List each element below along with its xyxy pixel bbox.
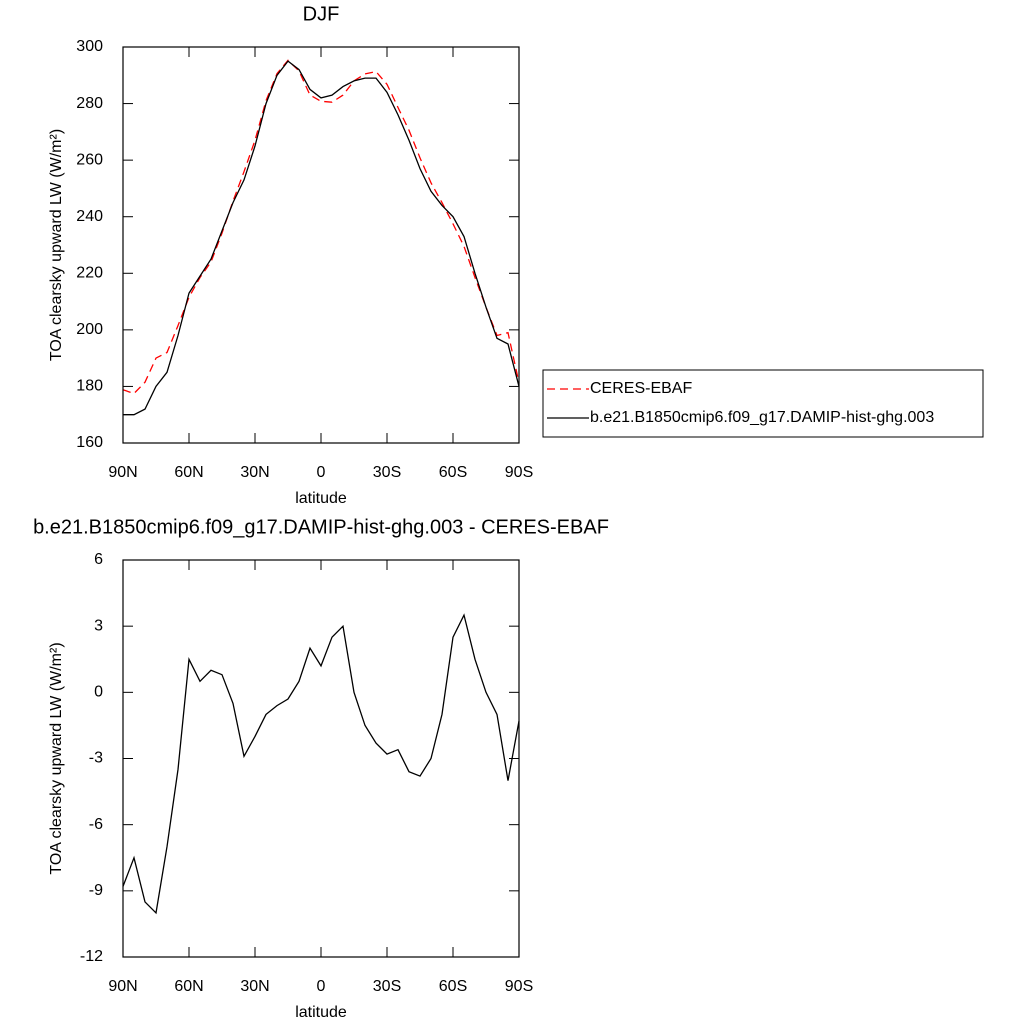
y-tick-label: -12 [80, 948, 103, 965]
y-axis-label: TOA clearsky upward LW (W/m²) [48, 129, 65, 361]
y-tick-label: 220 [76, 265, 103, 282]
x-tick-label: 60S [439, 978, 467, 995]
x-tick-label: 90S [505, 978, 533, 995]
y-tick-label: 180 [76, 378, 103, 395]
legend: CERES-EBAF b.e21.B1850cmip6.f09_g17.DAMIP… [542, 369, 984, 438]
x-tick-label: 0 [317, 978, 326, 995]
x-tick-label: 60N [174, 978, 203, 995]
y-tick-label: 160 [76, 434, 103, 451]
x-tick-label: 60S [439, 464, 467, 481]
y-axis-label: TOA clearsky upward LW (W/m²) [48, 642, 65, 874]
y-tick-label: -9 [89, 882, 103, 899]
data-line [122, 59, 520, 395]
y-tick-label: 260 [76, 151, 103, 168]
data-line [123, 60, 520, 416]
plot-frame [122, 46, 520, 444]
y-tick-label: 240 [76, 208, 103, 225]
data-line [122, 613, 520, 915]
x-tick-label: 60N [174, 464, 203, 481]
x-tick-label: 30S [373, 978, 401, 995]
x-tick-label: 30N [240, 978, 269, 995]
x-tick-label: 0 [317, 464, 326, 481]
y-tick-label: -6 [89, 816, 103, 833]
chart-title: b.e21.B1850cmip6.f09_g17.DAMIP-hist-ghg.… [33, 516, 609, 538]
y-tick-label: -3 [89, 750, 103, 767]
legend-label: CERES-EBAF [590, 380, 692, 397]
x-tick-label: 90S [505, 464, 533, 481]
y-tick-label: 0 [94, 684, 103, 701]
x-tick-label: 30N [240, 464, 269, 481]
y-tick-label: 280 [76, 95, 103, 112]
plot-frame [122, 559, 520, 958]
x-tick-label: 90N [108, 978, 137, 995]
y-tick-label: 300 [76, 38, 103, 55]
legend-label: b.e21.B1850cmip6.f09_g17.DAMIP-hist-ghg.… [590, 409, 934, 426]
x-axis-label: latitude [295, 490, 347, 507]
chart-title: DJF [303, 3, 340, 25]
x-axis-label: latitude [295, 1004, 347, 1021]
legend-box [542, 369, 984, 438]
y-tick-label: 3 [94, 617, 103, 634]
x-tick-label: 90N [108, 464, 137, 481]
x-tick-label: 30S [373, 464, 401, 481]
y-tick-label: 200 [76, 321, 103, 338]
y-tick-label: 6 [94, 551, 103, 568]
